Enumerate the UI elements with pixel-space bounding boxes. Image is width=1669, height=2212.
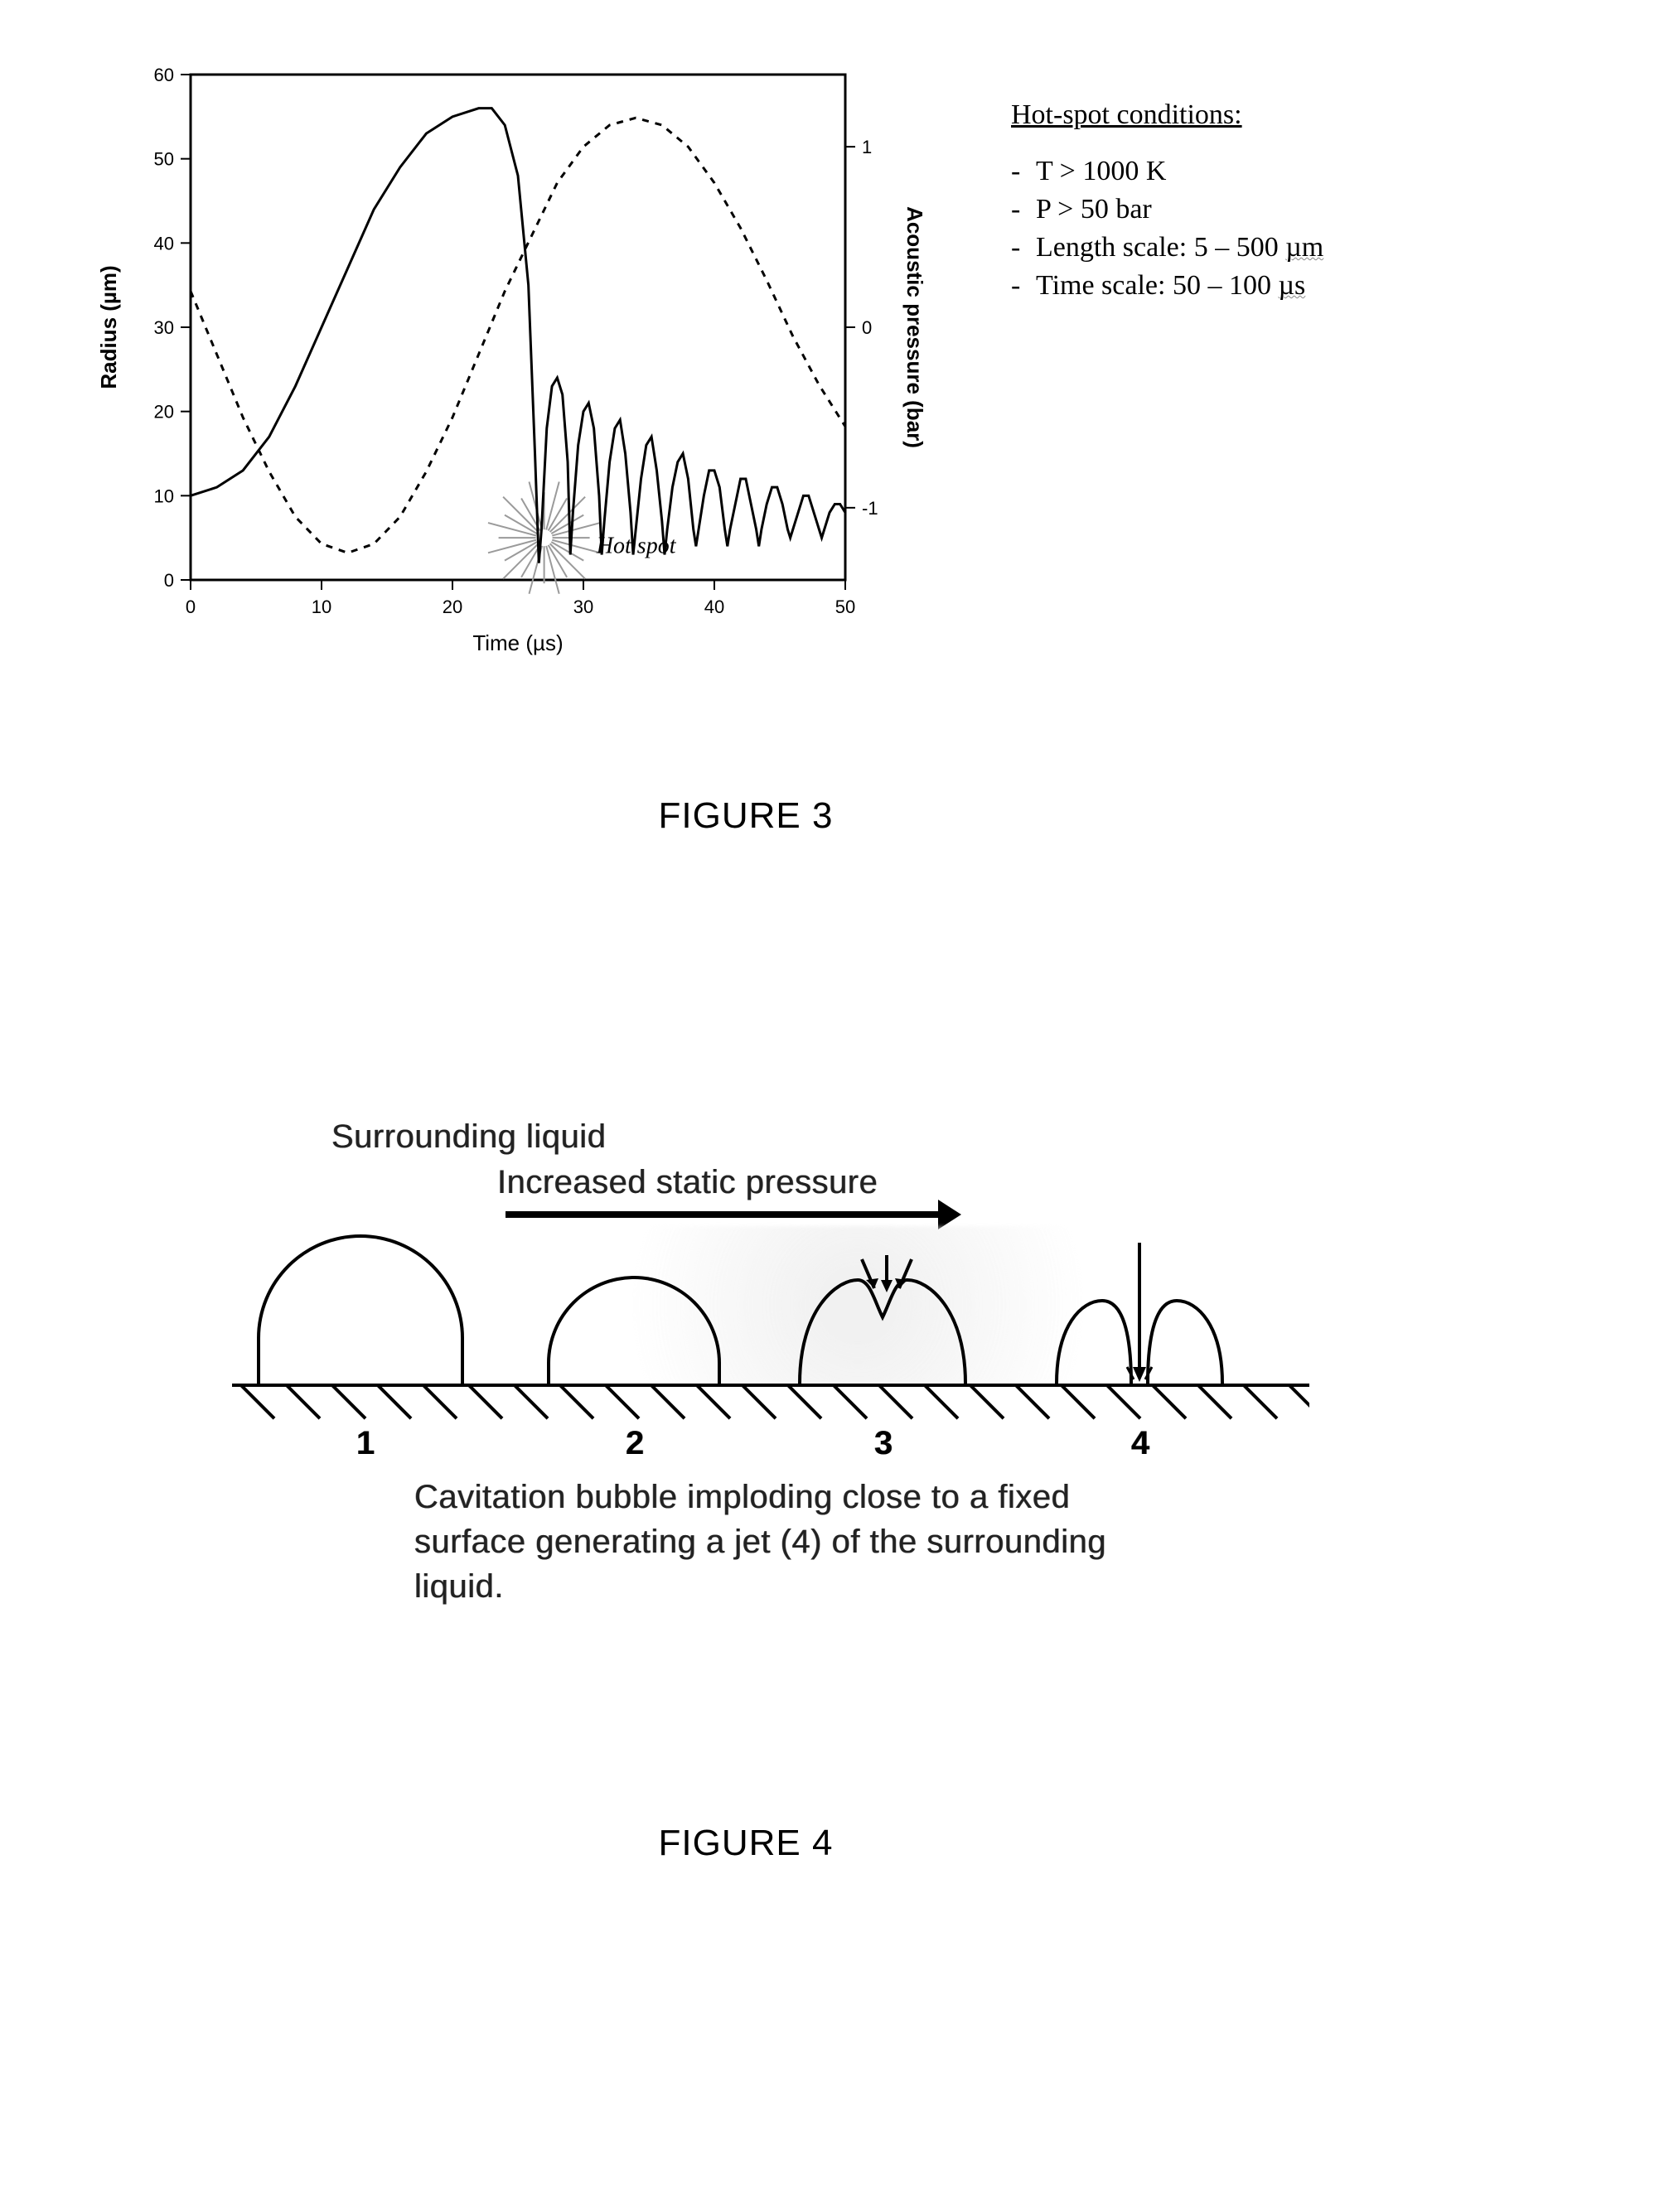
- svg-text:0: 0: [164, 570, 174, 591]
- bubble-stage-3-arrows-icon: [845, 1255, 928, 1305]
- figure-3-chart: 0 10 20 30 40 50 0 10 20 30 40 50 60 -1 0 1 Time (µs) Rad…: [83, 50, 928, 679]
- stage-number-3: 3: [874, 1425, 893, 1462]
- stage-number-2: 2: [626, 1425, 644, 1462]
- svg-text:Acoustic pressure (bar): Acoustic pressure (bar): [902, 206, 927, 448]
- svg-text:50: 50: [154, 149, 174, 170]
- stage-number-4: 4: [1131, 1425, 1149, 1462]
- svg-text:0: 0: [862, 317, 872, 338]
- bubble-stage-4: [1044, 1243, 1235, 1388]
- figure-3-caption: FIGURE 3: [0, 795, 1492, 837]
- svg-text:40: 40: [154, 233, 174, 254]
- svg-text:1: 1: [862, 137, 872, 157]
- svg-text:30: 30: [154, 317, 174, 338]
- conditions-title: Hot-spot conditions:: [1011, 99, 1475, 131]
- svg-text:20: 20: [154, 402, 174, 423]
- figure-4-caption: FIGURE 4: [0, 1823, 1492, 1864]
- svg-text:Radius (µm): Radius (µm): [96, 265, 121, 389]
- svg-text:0: 0: [186, 596, 196, 617]
- svg-text:-1: -1: [862, 498, 878, 519]
- condition-temperature: T > 1000 K: [1011, 156, 1475, 187]
- pressure-arrow-icon: [506, 1211, 945, 1218]
- bubble-stage-1: [257, 1234, 464, 1384]
- label-surrounding-liquid: Surrounding liquid: [331, 1118, 606, 1156]
- label-increased-pressure: Increased static pressure: [497, 1164, 878, 1201]
- figure-3-container: 0 10 20 30 40 50 0 10 20 30 40 50 60 -1 0 1 Time (µs) Rad…: [83, 50, 1492, 712]
- svg-text:Time (µs): Time (µs): [472, 630, 563, 655]
- svg-text:60: 60: [154, 65, 174, 85]
- condition-pressure: P > 50 bar: [1011, 194, 1475, 225]
- svg-text:10: 10: [312, 596, 331, 617]
- hot-spot-conditions: Hot-spot conditions: T > 1000 K P > 50 b…: [1011, 99, 1475, 308]
- figure-4-container: Surrounding liquid Increased static pres…: [232, 1118, 1309, 1864]
- condition-time-scale: Time scale: 50 – 100 µs: [1011, 270, 1475, 302]
- svg-text:30: 30: [573, 596, 593, 617]
- stage-number-1: 1: [356, 1425, 375, 1462]
- surface-hatching: [232, 1387, 1309, 1420]
- svg-text:40: 40: [704, 596, 724, 617]
- conditions-list: T > 1000 K P > 50 bar Length scale: 5 – …: [1011, 156, 1475, 302]
- page: 0 10 20 30 40 50 0 10 20 30 40 50 60 -1 0 1 Time (µs) Rad…: [0, 0, 1669, 2212]
- condition-length-scale: Length scale: 5 – 500 µm: [1011, 232, 1475, 263]
- svg-text:50: 50: [835, 596, 855, 617]
- svg-text:20: 20: [443, 596, 462, 617]
- figure-4-description: Cavitation bubble imploding close to a f…: [414, 1475, 1160, 1609]
- svg-text:10: 10: [154, 485, 174, 506]
